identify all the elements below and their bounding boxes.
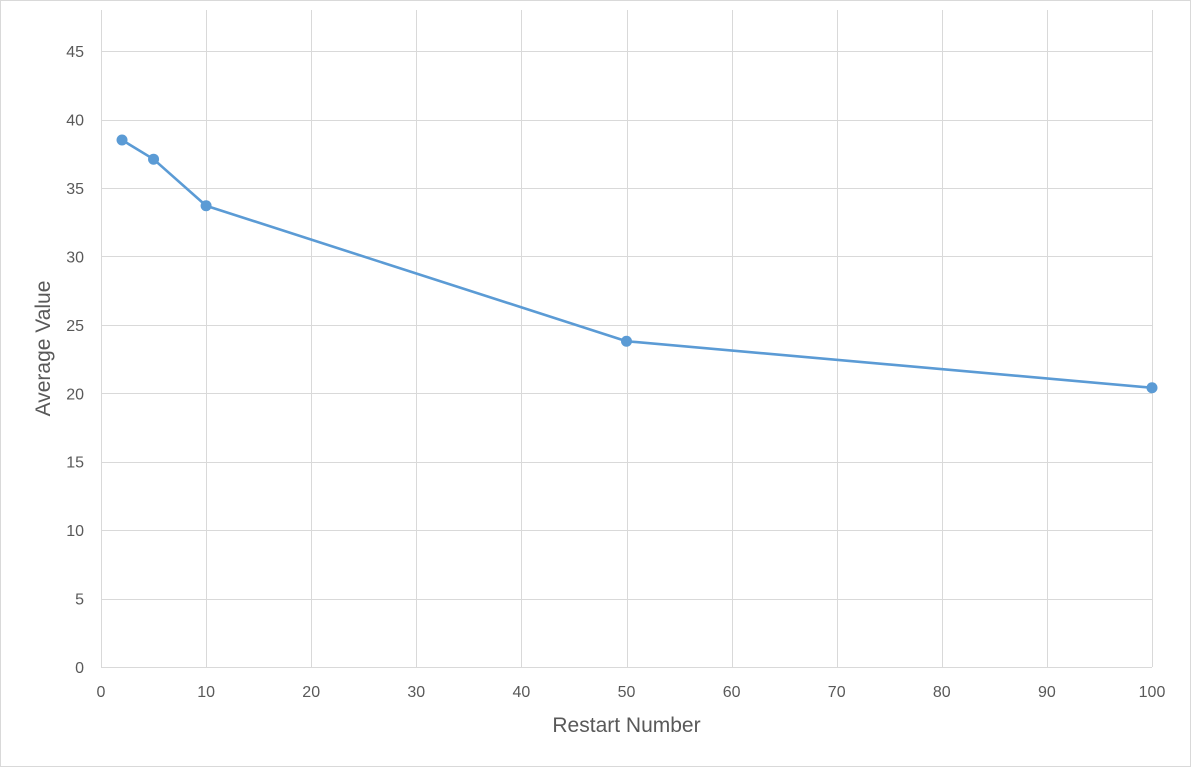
series-line bbox=[120, 138, 1154, 390]
y-axis-title: Average Value bbox=[32, 281, 55, 417]
x-tick-label: 100 bbox=[1139, 684, 1166, 701]
x-tick-label: 50 bbox=[618, 684, 636, 701]
y-tick-label: 45 bbox=[66, 44, 84, 61]
data-point bbox=[200, 200, 212, 212]
y-tick-label: 10 bbox=[66, 523, 84, 540]
y-tick-label: 35 bbox=[66, 181, 84, 198]
x-tick-label: 10 bbox=[197, 684, 215, 701]
y-tick-label: 5 bbox=[75, 592, 84, 609]
x-tick-label: 80 bbox=[933, 684, 951, 701]
data-point bbox=[1146, 382, 1158, 394]
vertical-gridlines bbox=[101, 10, 1153, 667]
y-tick-label: 30 bbox=[66, 249, 84, 266]
y-tick-label: 25 bbox=[66, 318, 84, 335]
x-tick-label: 30 bbox=[407, 684, 425, 701]
data-point bbox=[116, 134, 128, 146]
x-tick-label: 0 bbox=[97, 684, 106, 701]
series-layer bbox=[116, 134, 1158, 394]
y-tick-label: 40 bbox=[66, 113, 84, 130]
horizontal-gridlines bbox=[101, 51, 1152, 668]
y-tick-label: 0 bbox=[75, 660, 84, 677]
x-tick-label: 70 bbox=[828, 684, 846, 701]
data-point bbox=[621, 335, 632, 347]
x-axis-tick-labels: 0 10 20 30 40 50 60 70 80 90 100 bbox=[97, 684, 1166, 701]
y-tick-label: 20 bbox=[66, 386, 84, 403]
y-axis-tick-labels: 0 5 10 15 20 25 30 35 40 45 bbox=[66, 44, 84, 677]
x-tick-label: 40 bbox=[513, 684, 531, 701]
x-tick-label: 60 bbox=[723, 684, 741, 701]
x-tick-label: 90 bbox=[1038, 684, 1056, 701]
x-axis-title: Restart Number bbox=[552, 714, 700, 737]
x-tick-label: 20 bbox=[302, 684, 320, 701]
y-tick-label: 15 bbox=[66, 455, 84, 472]
data-point bbox=[148, 153, 160, 165]
